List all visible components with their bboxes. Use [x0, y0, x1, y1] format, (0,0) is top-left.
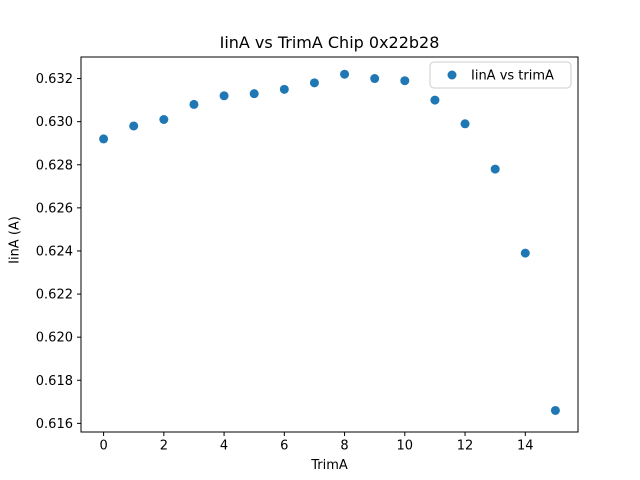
legend-label: IinA vs trimA [471, 69, 554, 84]
legend-marker-icon [447, 70, 457, 80]
x-tick-label: 6 [280, 439, 288, 454]
y-tick-label: 0.632 [36, 72, 73, 87]
data-point [460, 119, 470, 129]
y-tick-label: 0.618 [36, 374, 73, 389]
data-point [340, 69, 350, 79]
data-point [550, 405, 560, 415]
x-tick-label: 10 [397, 439, 414, 454]
y-tick-label: 0.626 [36, 201, 73, 216]
plot-frame [80, 56, 579, 433]
x-tick-label: 8 [340, 439, 348, 454]
data-point [159, 115, 169, 124]
data-point [490, 164, 500, 174]
x-tick-label: 0 [99, 439, 107, 454]
y-tick-label: 0.630 [36, 115, 73, 130]
y-tick-label: 0.616 [36, 417, 73, 432]
chart-title: IinA vs TrimA Chip 0x22b28 [219, 33, 440, 52]
y-tick-label: 0.628 [36, 158, 73, 173]
data-point [370, 74, 380, 84]
data-point [99, 134, 109, 144]
data-point [219, 91, 229, 101]
legend: IinA vs trimA [429, 61, 572, 89]
x-tick-label: 2 [160, 439, 168, 454]
x-tick-label: 14 [517, 439, 534, 454]
y-tick-label: 0.624 [36, 244, 73, 259]
data-point [400, 76, 410, 86]
data-point [189, 99, 199, 109]
data-point [430, 95, 440, 105]
y-tick-label: 0.620 [36, 331, 73, 346]
data-point [279, 84, 289, 94]
data-point [520, 248, 530, 258]
data-points [99, 69, 560, 415]
x-tick-label: 4 [220, 439, 228, 454]
legend-box [429, 61, 572, 89]
x-tick-label: 12 [457, 439, 474, 454]
y-axis-label: IinA (A) [7, 216, 23, 264]
y-tick-label: 0.622 [36, 288, 73, 303]
axes: 0 2 4 6 8 10 12 14 0.616 0.618 0.620 0.622 0.624 0.62… [36, 56, 579, 454]
data-point [129, 121, 139, 131]
x-axis-label: TrimA [311, 458, 348, 473]
data-point [309, 78, 319, 88]
data-point [249, 89, 259, 99]
